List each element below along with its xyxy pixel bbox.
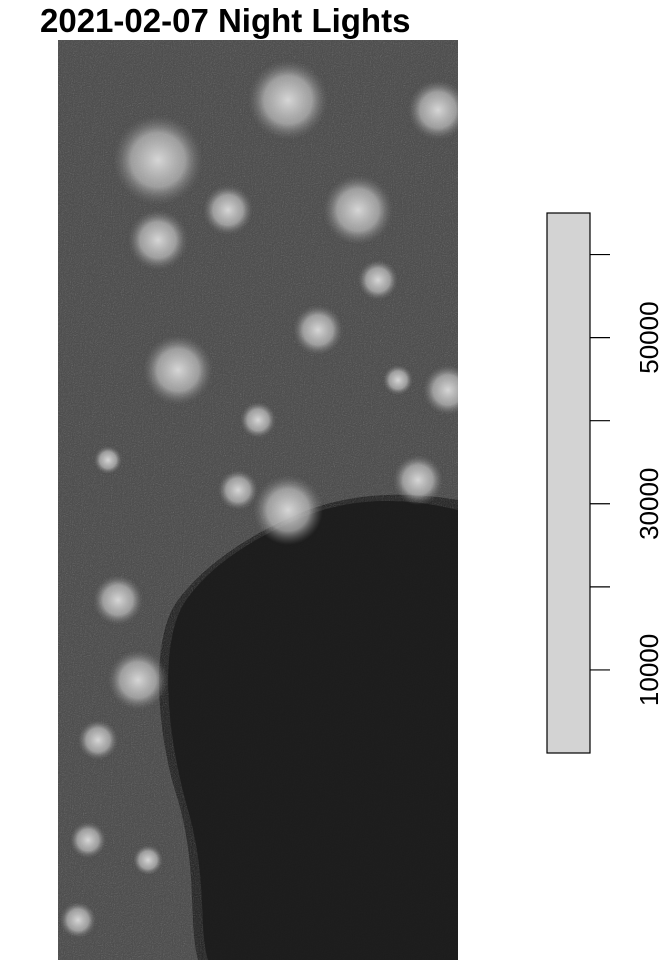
city-light-glow: [323, 175, 393, 245]
city-light-glow: [143, 335, 213, 405]
plot-title: 2021-02-07 Night Lights: [40, 2, 411, 39]
dark-region: [168, 500, 458, 960]
raster-image: [58, 40, 458, 960]
city-light-glow: [93, 575, 143, 625]
legend-tick-label: 50000: [634, 301, 664, 373]
city-light-glow: [248, 60, 328, 140]
city-light-glow: [94, 446, 122, 474]
city-lights: [60, 60, 458, 938]
city-light-glow: [383, 365, 413, 395]
city-light-glow: [113, 115, 203, 205]
legend-tick-label: 10000: [634, 634, 664, 706]
city-light-glow: [408, 80, 458, 140]
city-light-glow: [60, 902, 96, 938]
city-light-glow: [240, 402, 276, 438]
city-light-glow: [218, 470, 258, 510]
legend-color-bar: [546, 212, 591, 754]
city-light-glow: [393, 455, 443, 505]
city-light-glow: [293, 305, 343, 355]
city-light-glow: [203, 185, 253, 235]
city-light-glow: [70, 822, 106, 858]
city-light-glow: [133, 845, 163, 875]
city-light-glow: [358, 260, 398, 300]
city-light-glow: [253, 475, 323, 545]
city-light-glow: [108, 650, 168, 710]
legend-tick-label: 30000: [634, 468, 664, 540]
city-light-glow: [78, 720, 118, 760]
city-light-glow: [423, 365, 458, 415]
night-lights-raster: [58, 40, 458, 960]
city-light-glow: [128, 210, 188, 270]
legend-ticks: 10000 30000 50000: [590, 253, 664, 706]
